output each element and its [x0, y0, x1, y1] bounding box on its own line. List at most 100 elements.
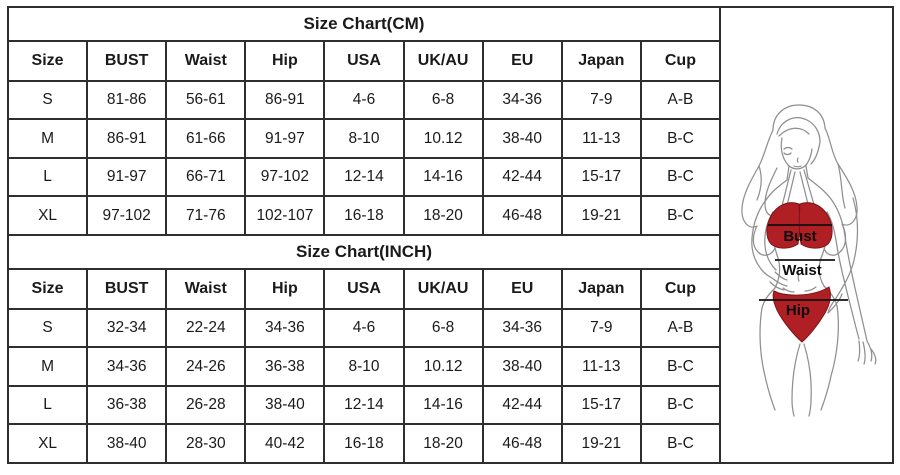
size-row: L 91-97 66-71 97-102 12-14 14-16 42-44 15-17 B-C: [6, 156, 722, 198]
bust-label: Bust: [783, 228, 816, 245]
column-header: UK/AU: [402, 268, 484, 310]
size-cell: B-C: [639, 346, 722, 387]
column-header: Japan: [560, 40, 642, 82]
size-cell: 4-6: [323, 79, 405, 121]
size-cell: 40-42: [244, 423, 326, 464]
size-cell: 56-61: [165, 79, 247, 121]
size-cell: 34-36: [244, 307, 326, 349]
size-cell: 34-36: [481, 307, 563, 349]
column-header: BUST: [86, 268, 168, 310]
size-cell: 4-6: [323, 307, 405, 349]
size-cell: 15-17: [560, 384, 642, 426]
size-cell: 6-8: [402, 79, 484, 121]
size-cell: S: [6, 79, 89, 121]
column-header: Waist: [165, 40, 247, 82]
size-cell: 7-9: [560, 79, 642, 121]
measurement-labels: Bust Waist Hip: [782, 228, 821, 319]
size-cell: A-B: [639, 79, 722, 121]
size-cell: 7-9: [560, 307, 642, 349]
size-cell: M: [6, 346, 89, 387]
size-cell: 26-28: [165, 384, 247, 426]
size-row: XL 38-40 28-30 40-42 16-18 18-20 46-48 19-21 B-C: [6, 423, 722, 464]
size-cell: A-B: [639, 307, 722, 349]
column-header: UK/AU: [402, 40, 484, 82]
size-cell: 28-30: [165, 423, 247, 464]
size-cell: 12-14: [323, 384, 405, 426]
size-cell: 19-21: [560, 195, 642, 236]
size-cell: 34-36: [481, 79, 563, 121]
size-row: S 81-86 56-61 86-91 4-6 6-8 34-36 7-9 A-B: [6, 79, 722, 121]
column-header-row: Size BUST Waist Hip USA UK/AU EU Japan Cup: [6, 40, 722, 82]
size-cell: B-C: [639, 195, 722, 236]
size-cell: 97-102: [86, 195, 168, 236]
size-cell: 42-44: [481, 384, 563, 426]
size-chart-body: Size Chart(CM) Size BUST Waist Hip USA UK/AU EU…: [6, 5, 722, 464]
size-cell: 66-71: [165, 156, 247, 198]
column-header: Hip: [244, 40, 326, 82]
size-cell: XL: [6, 423, 89, 464]
column-header: EU: [481, 40, 563, 82]
column-header: USA: [323, 268, 405, 310]
size-cell: 38-40: [481, 118, 563, 159]
size-chart-table: Size Chart(CM) Size BUST Waist Hip USA UK/AU EU…: [6, 5, 722, 464]
size-cell: 86-91: [244, 79, 326, 121]
size-cell: 16-18: [323, 195, 405, 236]
size-cell: B-C: [639, 384, 722, 426]
size-cell: 22-24: [165, 307, 247, 349]
size-cell: 18-20: [402, 423, 484, 464]
size-cell: 10.12: [402, 346, 484, 387]
size-cell: B-C: [639, 423, 722, 464]
size-row: L 36-38 26-28 38-40 12-14 14-16 42-44 15-17 B-C: [6, 384, 722, 426]
column-header: Size: [6, 268, 89, 310]
face: [780, 137, 813, 170]
size-cell: 8-10: [323, 118, 405, 159]
measurement-figure: Bust Waist Hip: [741, 104, 877, 417]
size-cell: L: [6, 384, 89, 426]
size-cell: 15-17: [560, 156, 642, 198]
size-cell: 10.12: [402, 118, 484, 159]
measurement-lines: [759, 224, 848, 301]
neck-and-shoulders: [765, 165, 832, 201]
column-header-row: Size BUST Waist Hip USA UK/AU EU Japan Cup: [6, 268, 722, 310]
size-cell: S: [6, 307, 89, 349]
size-cell: 14-16: [402, 156, 484, 198]
size-cell: 36-38: [244, 346, 326, 387]
column-header: BUST: [86, 40, 168, 82]
size-cell: 6-8: [402, 307, 484, 349]
size-cell: 19-21: [560, 423, 642, 464]
column-header: Cup: [639, 268, 722, 310]
column-header: Waist: [165, 268, 247, 310]
section-title-row: Size Chart(INCH): [7, 233, 721, 271]
size-cell: 34-36: [86, 346, 168, 387]
size-cell: 14-16: [402, 384, 484, 426]
size-cell: 8-10: [323, 346, 405, 387]
size-cell: 38-40: [481, 346, 563, 387]
size-cell: 71-76: [165, 195, 247, 236]
size-cell: 11-13: [560, 118, 642, 159]
hair: [741, 104, 859, 314]
size-row: S 32-34 22-24 34-36 4-6 6-8 34-36 7-9 A-B: [6, 307, 722, 349]
size-cell: B-C: [639, 156, 722, 198]
column-header: USA: [323, 40, 405, 82]
size-cell: 91-97: [86, 156, 168, 198]
size-cell: 61-66: [165, 118, 247, 159]
size-cell: 24-26: [165, 346, 247, 387]
size-cell: 32-34: [86, 307, 168, 349]
size-cell: 42-44: [481, 156, 563, 198]
size-cell: 86-91: [86, 118, 168, 159]
size-cell: 38-40: [86, 423, 168, 464]
size-row: M 34-36 24-26 36-38 8-10 10.12 38-40 11-13 B-C: [6, 346, 722, 387]
size-cell: 16-18: [323, 423, 405, 464]
column-header: Cup: [639, 40, 722, 82]
column-header: Japan: [560, 268, 642, 310]
size-cell: B-C: [639, 118, 722, 159]
size-cell: 36-38: [86, 384, 168, 426]
hip-label: Hip: [786, 302, 810, 319]
size-cell: 11-13: [560, 346, 642, 387]
section-title: Size Chart(INCH): [7, 233, 721, 271]
size-cell: 12-14: [323, 156, 405, 198]
size-cell: 97-102: [244, 156, 326, 198]
size-cell: 18-20: [402, 195, 484, 236]
size-cell: 38-40: [244, 384, 326, 426]
